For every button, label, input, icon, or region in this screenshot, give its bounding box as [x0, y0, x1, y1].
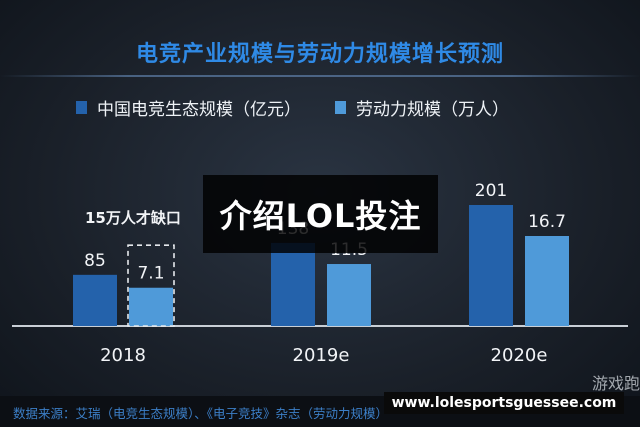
- bar-labor-2019e: [327, 264, 371, 326]
- data-label-labor-2018: 7.1: [137, 264, 164, 284]
- watermark-url[interactable]: www.lolesportsguessee.com: [384, 392, 624, 414]
- title-divider: [0, 75, 640, 77]
- x-tick-label-2020e: 2020e: [491, 345, 548, 366]
- data-label-ecosystem-2020e: 201: [475, 181, 507, 201]
- bar-labor-2020e: [525, 236, 569, 326]
- x-tick-label-2019e: 2019e: [293, 345, 350, 366]
- source-note: 数据来源：艾瑞（电竞生态规模）、《电子竞技》杂志（劳动力规模）: [13, 406, 389, 421]
- legend: 中国电竞生态规模（亿元） 劳动力规模（万人）: [76, 95, 543, 120]
- bar-labor-2018: [129, 287, 173, 326]
- legend-label-labor: 劳动力规模（万人）: [356, 99, 509, 120]
- legend-item-labor: 劳动力规模（万人）: [335, 95, 509, 120]
- overlay-text: 介绍LOL投注: [219, 197, 422, 235]
- bar-ecosystem-2020e: [469, 205, 513, 326]
- overlay-banner: 介绍LOL投注: [203, 175, 438, 253]
- legend-swatch-labor: [335, 100, 346, 114]
- data-label-ecosystem-2018: 85: [84, 251, 106, 271]
- watermark-logo: 游戏跑: [591, 374, 640, 393]
- talent-gap-label: 15万人才缺口: [85, 209, 181, 227]
- bar-ecosystem-2018: [73, 274, 117, 326]
- legend-swatch-ecosystem: [76, 100, 87, 114]
- bar-ecosystem-2019e: [271, 242, 315, 326]
- data-label-labor-2020e: 16.7: [528, 212, 566, 232]
- talent-gap-box: [127, 244, 175, 327]
- x-tick-label-2018: 2018: [100, 345, 146, 366]
- legend-label-ecosystem: 中国电竞生态规模（亿元）: [97, 99, 301, 120]
- legend-item-ecosystem: 中国电竞生态规模（亿元）: [76, 95, 301, 120]
- chart-title: 电竞产业规模与劳动力规模增长预测: [135, 42, 504, 67]
